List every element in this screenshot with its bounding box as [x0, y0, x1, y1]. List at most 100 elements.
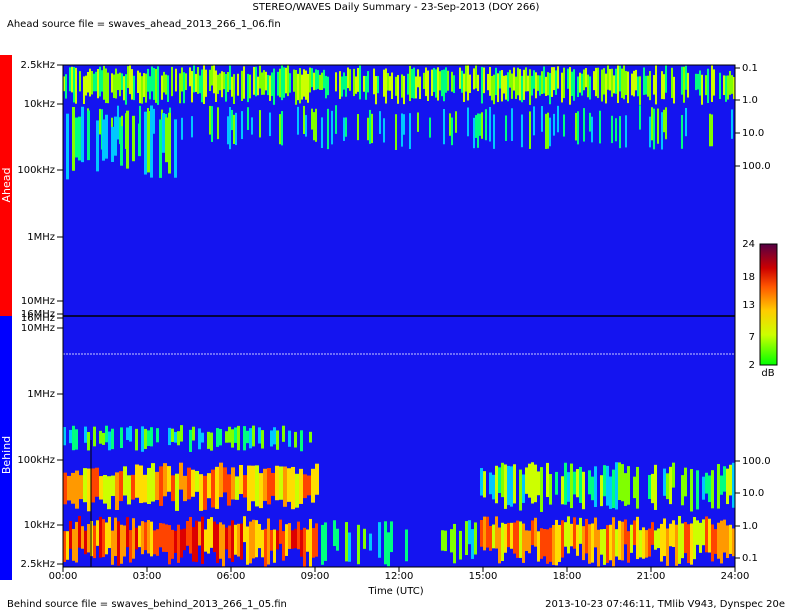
spectrum-cell — [252, 519, 255, 559]
spectrum-cell — [335, 105, 337, 134]
spectrum-cell — [606, 525, 609, 563]
spectrum-cell — [585, 68, 587, 88]
spectrum-cell — [443, 69, 445, 102]
spectrum-cell — [729, 70, 731, 95]
spectrum-cell — [732, 528, 735, 557]
spectrum-cell — [681, 523, 684, 559]
spectrum-cell — [285, 524, 288, 556]
spectrum-cell — [168, 427, 171, 446]
spectrum-cell — [246, 430, 249, 444]
spectrum-cell — [63, 76, 65, 92]
spectrum-cell — [515, 76, 517, 99]
spectrum-cell — [180, 529, 183, 558]
spectrum-cell — [635, 69, 637, 91]
spectrum-cell — [669, 523, 672, 547]
spectrum-cell — [645, 530, 648, 558]
spectrum-cell — [663, 74, 665, 100]
spectrum-cell — [135, 428, 138, 451]
spectrum-cell — [564, 522, 567, 547]
spectrum-cell — [537, 75, 539, 91]
spectrum-cell — [85, 75, 87, 96]
spectrum-cell — [618, 462, 621, 500]
spectrum-cell — [174, 119, 177, 178]
spectrum-cell — [561, 520, 564, 558]
spectrum-cell — [71, 66, 73, 93]
spectrum-cell — [581, 73, 583, 96]
spectrum-cell — [653, 75, 655, 95]
spectrum-cell — [324, 522, 327, 561]
spectrum-cell — [299, 468, 303, 504]
spectrum-cell — [305, 70, 307, 100]
spectrum-cell — [444, 530, 447, 552]
spectrum-cell — [119, 72, 121, 97]
spectrum-cell — [516, 520, 519, 558]
spectrum-cell — [207, 473, 211, 499]
spectrum-cell — [311, 468, 315, 503]
spectrum-cell — [141, 521, 144, 555]
spectrum-cell — [258, 523, 261, 549]
spectrum-cell — [729, 524, 732, 554]
right-label: 10.0 — [742, 128, 764, 139]
spectrum-cell — [251, 117, 253, 135]
spectrum-cell — [563, 67, 565, 99]
spectrum-cell — [533, 70, 535, 89]
spectrum-cell — [246, 526, 249, 565]
spectrum-cell — [171, 428, 174, 442]
spectrum-cell — [503, 75, 505, 94]
spectrum-cell — [675, 524, 678, 566]
spectrum-cell — [711, 65, 713, 102]
spectrum-cell — [83, 468, 87, 503]
spectrum-cell — [133, 75, 135, 101]
right-label: 10.0 — [742, 488, 764, 499]
spectrum-cell — [467, 65, 469, 101]
spectrum-cell — [531, 520, 534, 546]
spectrum-cell — [315, 463, 319, 495]
spectrum-cell — [529, 111, 531, 149]
spectrum-cell — [336, 528, 339, 551]
spectrum-cell — [255, 465, 259, 507]
spectrum-cell — [127, 66, 129, 88]
spectrum-cell — [192, 527, 195, 562]
spectrum-cell — [633, 476, 636, 499]
spectrum-cell — [192, 426, 195, 441]
spectrum-cell — [397, 75, 399, 104]
spectrum-cell — [219, 522, 222, 559]
spectrum-cell — [507, 72, 509, 102]
spectrum-cell — [162, 523, 165, 552]
colorbar — [759, 243, 778, 366]
spectrum-cell — [63, 427, 66, 446]
spectrum-cell — [231, 109, 233, 131]
spectrum-cell — [519, 521, 522, 558]
spectrum-cell — [567, 472, 570, 502]
spectrum-cell — [699, 70, 701, 96]
spectrum-cell — [699, 522, 702, 553]
time-label: 24:00 — [721, 571, 750, 582]
spectrum-cell — [685, 65, 687, 90]
spectrum-cell — [241, 70, 243, 101]
spectrum-cell — [531, 462, 534, 504]
spectrum-cell — [247, 107, 249, 130]
spectrum-cell — [651, 473, 654, 504]
spectrum-cell — [93, 426, 96, 447]
spectrum-cell — [359, 65, 361, 100]
spectrum-cell — [295, 473, 299, 508]
spectrum-cell — [417, 69, 419, 88]
spectrum-cell — [707, 68, 709, 104]
spectrum-cell — [79, 71, 81, 92]
spectrum-cell — [175, 473, 179, 511]
spectrum-cell — [81, 526, 84, 549]
spectrum-cell — [489, 472, 492, 495]
spectrum-cell — [375, 76, 377, 105]
spectrum-cell — [71, 472, 75, 504]
spectrum-cell — [221, 71, 223, 98]
spectrum-cell — [99, 66, 101, 97]
spectrum-cell — [726, 468, 729, 505]
time-label: 06:00 — [217, 571, 246, 582]
spectrum-cell — [537, 471, 540, 496]
spectrum-cell — [363, 528, 366, 549]
spectrum-cell — [540, 467, 543, 512]
spectrum-cell — [279, 68, 281, 98]
spectrum-cell — [279, 114, 281, 145]
spectrum-cell — [582, 471, 585, 510]
spectrum-cell — [647, 75, 649, 97]
